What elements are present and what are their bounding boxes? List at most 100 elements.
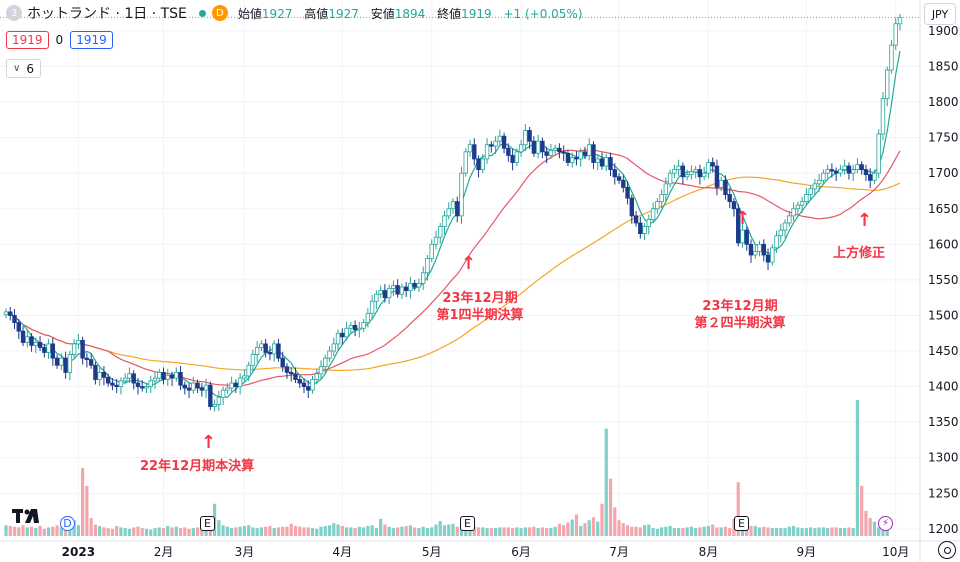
volume-bar bbox=[885, 528, 889, 536]
volume-bar bbox=[617, 520, 621, 536]
volume-bar bbox=[881, 528, 885, 536]
earnings-marker-2[interactable]: E bbox=[460, 516, 475, 531]
ma2-value[interactable]: 1919 bbox=[70, 31, 113, 49]
ma-legend: 1919 0 1919 bbox=[6, 31, 113, 49]
candle bbox=[816, 179, 822, 185]
volume-bar bbox=[106, 528, 110, 536]
volume-bar bbox=[821, 527, 825, 536]
volume-bar bbox=[110, 528, 115, 536]
candle bbox=[135, 382, 141, 388]
ma-mid-line bbox=[5, 148, 901, 387]
candle bbox=[663, 183, 669, 195]
candle bbox=[510, 154, 515, 163]
annotation-q2-results: 23年12月期 第２四半期決算 bbox=[685, 298, 795, 332]
volume-bar bbox=[285, 526, 289, 536]
volume-bar bbox=[642, 525, 647, 536]
candle bbox=[842, 165, 847, 171]
volume-bar bbox=[315, 528, 319, 536]
volume-bar bbox=[4, 525, 8, 536]
candle bbox=[497, 135, 503, 142]
volume-bar bbox=[719, 527, 723, 536]
candle bbox=[144, 386, 149, 389]
annotation-q1-results: 23年12月期 第1四半期決算 bbox=[425, 290, 535, 324]
volume-bar bbox=[830, 527, 834, 536]
close-label: 終値 bbox=[437, 6, 462, 21]
volume-bar bbox=[877, 527, 881, 536]
candle bbox=[169, 374, 175, 379]
candle bbox=[612, 169, 617, 178]
candle bbox=[757, 243, 762, 252]
candle bbox=[152, 377, 158, 382]
volume-bar bbox=[183, 527, 187, 536]
candle bbox=[127, 373, 132, 379]
volume-bar bbox=[153, 528, 157, 536]
tradingview-logo-icon[interactable] bbox=[12, 509, 42, 525]
volume-bar bbox=[166, 525, 170, 536]
volume-bar bbox=[711, 524, 715, 536]
candle bbox=[416, 283, 422, 288]
volume-bar bbox=[272, 528, 276, 536]
volume-bar bbox=[332, 523, 336, 536]
volume-bar bbox=[349, 527, 353, 536]
candle bbox=[46, 343, 51, 353]
split-event-bolt-icon[interactable]: ⚡ bbox=[878, 516, 893, 531]
candle bbox=[140, 386, 145, 389]
volume-bar bbox=[306, 527, 310, 536]
y-tick-label: 1250 bbox=[928, 486, 959, 500]
candle bbox=[25, 336, 30, 343]
candle bbox=[208, 384, 213, 407]
volume-bar bbox=[276, 527, 281, 536]
annotation-q1-line1: 23年12月期 bbox=[442, 291, 518, 306]
symbol-title[interactable]: ホットランド · 1日 · TSE bbox=[27, 6, 187, 22]
volume-bar bbox=[404, 525, 408, 536]
candle bbox=[199, 387, 205, 391]
candle bbox=[276, 343, 281, 359]
volume-bar bbox=[468, 526, 472, 536]
candle bbox=[50, 343, 56, 359]
volume-bar bbox=[489, 528, 493, 536]
candle bbox=[382, 290, 388, 299]
volume-bar bbox=[770, 528, 774, 536]
volume-bar bbox=[149, 529, 153, 536]
low-value: 1894 bbox=[394, 6, 426, 21]
volume-bar bbox=[774, 528, 779, 536]
candle bbox=[872, 172, 877, 181]
settings-gear-icon[interactable] bbox=[938, 541, 956, 559]
earnings-marker-3[interactable]: E bbox=[734, 516, 749, 531]
dividend-marker[interactable]: D bbox=[60, 516, 75, 531]
earnings-marker-1[interactable]: E bbox=[200, 516, 215, 531]
candle bbox=[386, 288, 392, 299]
candle bbox=[399, 286, 405, 295]
indicators-toggle[interactable]: ∨ 6 bbox=[6, 59, 41, 78]
candle bbox=[391, 285, 396, 289]
candle bbox=[650, 208, 656, 220]
volume-bar bbox=[664, 526, 668, 536]
volume-bar bbox=[238, 526, 242, 536]
volume-bar bbox=[685, 527, 689, 536]
candle bbox=[587, 144, 592, 156]
symbol-index-badge[interactable]: 3 bbox=[6, 5, 22, 21]
ma1-value[interactable]: 1919 bbox=[6, 31, 49, 49]
candle bbox=[659, 194, 664, 203]
candle bbox=[846, 165, 852, 174]
candle bbox=[625, 187, 630, 199]
candle bbox=[595, 158, 600, 163]
volume-bar bbox=[140, 528, 144, 536]
currency-button[interactable]: JPY bbox=[924, 3, 956, 25]
volume-bar bbox=[809, 527, 813, 536]
volume-bar bbox=[791, 525, 796, 536]
volume-bar bbox=[787, 526, 791, 536]
candle bbox=[629, 197, 634, 217]
candle bbox=[237, 377, 243, 388]
candle bbox=[876, 133, 881, 174]
delayed-data-badge[interactable]: D bbox=[211, 5, 228, 21]
candle bbox=[220, 389, 226, 398]
candle bbox=[114, 384, 119, 388]
volume-bar bbox=[566, 522, 570, 536]
candle bbox=[110, 382, 115, 386]
candle bbox=[642, 226, 647, 235]
candle bbox=[455, 201, 460, 217]
candle bbox=[855, 164, 860, 171]
volume-bar bbox=[668, 525, 672, 536]
